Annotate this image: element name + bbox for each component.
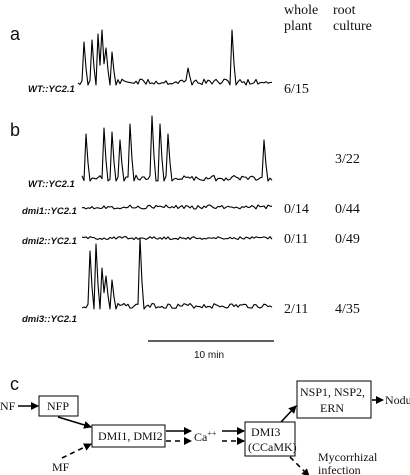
arrow-nfp-dmi12: [57, 416, 92, 429]
calcium-trace-wt-b: [81, 115, 273, 182]
panel-label-c: c: [10, 374, 19, 394]
node-nfp-box: [38, 395, 79, 417]
node-mf: MF: [52, 460, 70, 474]
node-dmi12: DMI1, DMI2: [98, 429, 163, 443]
header-root-culture-1: root: [333, 3, 356, 18]
node-myc-2: infection: [318, 463, 361, 475]
node-nodules: Nodules: [385, 393, 410, 407]
header-root-culture-2: culture: [333, 19, 372, 34]
node-nsp-box: [296, 380, 372, 419]
node-ccamk: (CCaMK): [248, 440, 297, 454]
node-dmi3: DMI3: [251, 425, 280, 439]
trace-label-wt-b: WT::YC2.1: [28, 179, 75, 190]
count-root-culture-dmi1: 0/44: [335, 202, 360, 217]
node-myc: Mycorrhizal: [318, 450, 378, 464]
trace-label-dmi1: dmi1::YC2.1: [22, 206, 77, 217]
node-dmi3-box: [244, 421, 296, 457]
count-root-culture-wt-b: 3/22: [335, 152, 360, 167]
node-nsp: NSP1, NSP2,: [300, 385, 365, 399]
count-whole-plant-dmi1: 0/14: [284, 202, 309, 217]
header-whole-plant-1: whole: [284, 3, 318, 18]
calcium-trace-dmi1: [81, 204, 273, 210]
trace-label-dmi3: dmi3::YC2.1: [22, 314, 77, 325]
node-dmi12-box: [91, 424, 166, 448]
node-nf: NF: [0, 399, 16, 413]
calcium-trace-dmi2: [81, 236, 273, 241]
trace-label-dmi2: dmi2::YC2.1: [22, 236, 77, 247]
count-whole-plant-wt-a: 6/15: [284, 82, 309, 97]
calcium-trace-dmi3: [81, 237, 273, 310]
node-ern: ERN: [320, 401, 344, 415]
arrow-dmi3-nsp: [280, 405, 297, 423]
count-root-culture-dmi2: 0/49: [335, 232, 360, 247]
count-root-culture-dmi3: 4/35: [335, 302, 360, 317]
count-whole-plant-dmi3: 2/11: [284, 302, 308, 317]
panel-label-b: b: [10, 120, 20, 140]
node-calcium: Ca++: [194, 429, 217, 444]
arrow-mf-dmi12: [61, 443, 92, 459]
trace-label-wt-a: WT::YC2.1: [28, 84, 75, 95]
panel-label-a: a: [10, 24, 21, 44]
count-whole-plant-dmi2: 0/11: [284, 232, 308, 247]
scale-bar-label: 10 min: [194, 350, 224, 361]
header-whole-plant-2: plant: [284, 19, 312, 34]
arrow-dmi3-myc: [289, 456, 310, 475]
node-nfp: NFP: [47, 399, 69, 413]
calcium-trace-wt-a: [77, 29, 273, 86]
